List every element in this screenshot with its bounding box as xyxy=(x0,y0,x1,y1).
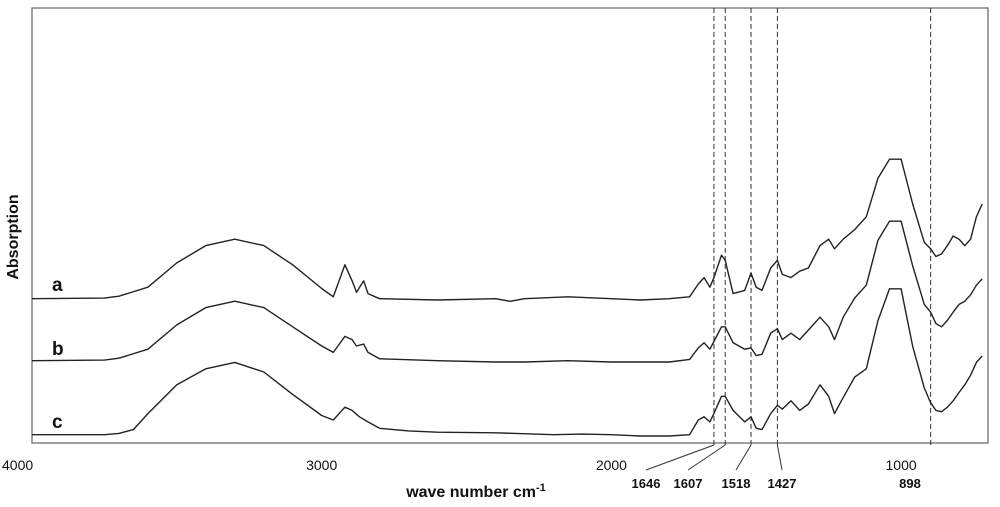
x-tick-labels: 4000 3000 2000 1000 xyxy=(2,457,917,473)
series-line-b xyxy=(32,220,983,363)
series-label-a: a xyxy=(52,275,63,296)
plot-border xyxy=(31,7,989,444)
x-tick-4000: 4000 xyxy=(2,457,33,473)
peak-label-1518: 1518 xyxy=(722,476,751,491)
x-tick-2000: 2000 xyxy=(596,457,627,473)
x-axis-title: wave number cm-1 xyxy=(405,482,546,501)
peak-leader-1646 xyxy=(645,444,715,471)
x-axis-title-superscript: -1 xyxy=(536,482,546,494)
series-line-a xyxy=(32,158,983,302)
x-tick-3000: 3000 xyxy=(306,457,337,473)
x-axis-title-text: wave number cm xyxy=(405,484,536,501)
peak-label-1427: 1427 xyxy=(768,476,797,491)
peak-labels: 1646 1607 1518 1427 898 xyxy=(632,476,921,491)
series-label-c: c xyxy=(52,412,63,433)
series-lines xyxy=(32,158,983,437)
peak-label-1607: 1607 xyxy=(674,476,703,491)
peak-label-898: 898 xyxy=(899,476,921,491)
peak-label-1646: 1646 xyxy=(632,476,661,491)
peak-guide-lines xyxy=(645,8,932,471)
peak-leader-1518 xyxy=(735,444,752,471)
peak-leader-1607 xyxy=(687,444,726,471)
peak-leader-1427 xyxy=(776,444,783,471)
series-label-b: b xyxy=(52,339,64,360)
y-axis-title: Absorption xyxy=(5,194,22,279)
plot-frame xyxy=(31,7,989,444)
series-labels: a b c xyxy=(52,275,64,433)
x-tick-1000: 1000 xyxy=(886,457,917,473)
series-line-c xyxy=(32,288,983,437)
